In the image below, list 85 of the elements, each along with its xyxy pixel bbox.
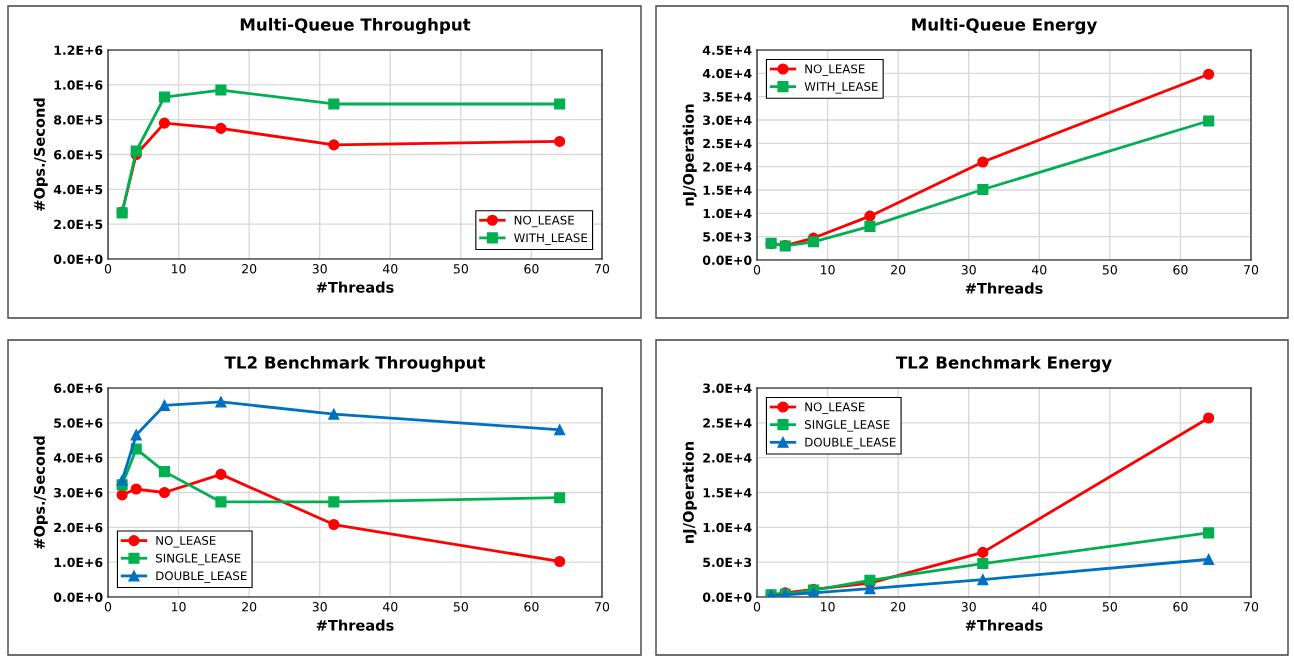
- y-tick-label: 5.0E+3: [703, 232, 752, 242]
- y-axis-title: #Ops./Second: [33, 436, 48, 549]
- chart-title: Multi-Queue Energy: [912, 17, 1098, 35]
- x-tick-label: 40: [382, 264, 398, 274]
- y-tick-label: 0.0E+0: [702, 592, 752, 602]
- y-axis-title: nJ/Operation: [682, 104, 697, 206]
- y-tick-label: 1.0E+6: [54, 557, 103, 568]
- y-tick-label: 3.0E+4: [703, 383, 752, 393]
- chart-title: TL2 Benchmark Energy: [895, 355, 1112, 373]
- x-tick-label: 70: [595, 264, 610, 274]
- x-tick-label: 50: [453, 264, 468, 274]
- y-tick-label: 4.5E+4: [702, 45, 752, 55]
- y-tick-label: 4.0E+4: [702, 68, 752, 79]
- chart-title: TL2 Benchmark Throughput: [224, 355, 486, 373]
- y-axis-title: nJ/Operation: [682, 442, 697, 543]
- y-tick-label: 6.0E+5: [54, 149, 103, 160]
- x-tick-label: 40: [1031, 602, 1047, 612]
- x-tick-label: 40: [1031, 265, 1047, 275]
- y-tick-label: 3.5E+4: [703, 92, 752, 102]
- y-tick-label: 2.0E+4: [703, 162, 752, 172]
- x-axis-title: #Threads: [316, 619, 394, 631]
- y-tick-label: 0.0E+0: [53, 592, 103, 602]
- y-tick-label: 1.0E+4: [703, 522, 752, 533]
- x-tick-label: 60: [524, 602, 539, 612]
- y-tick-label: 1.0E+4: [703, 208, 752, 219]
- y-tick-label: 3.0E+4: [703, 115, 752, 125]
- y-tick-label: 2.5E+4: [703, 138, 752, 149]
- chart-title: Multi-Queue Throughput: [240, 17, 471, 35]
- y-tick-label: 5.0E+3: [703, 557, 752, 568]
- y-tick-label: 1.5E+4: [703, 185, 752, 195]
- legend-label: WITH_LEASE: [514, 233, 588, 245]
- y-axis-title: #Ops./Second: [33, 98, 48, 211]
- x-tick-label: 0: [104, 602, 112, 612]
- legend-label: NO_LEASE: [514, 215, 574, 228]
- x-tick-label: 50: [1102, 265, 1117, 275]
- y-tick-label: 1.0E+6: [54, 80, 103, 90]
- x-tick-label: 50: [1102, 602, 1117, 612]
- x-tick-label: 70: [1244, 265, 1259, 275]
- x-tick-label: 10: [171, 264, 186, 274]
- y-tick-label: 4.0E+6: [53, 453, 103, 463]
- legend-label: NO_LEASE: [156, 535, 216, 548]
- y-tick-label: 6.0E+6: [54, 383, 103, 393]
- y-tick-label: 0.0E+0: [702, 255, 752, 265]
- x-axis-title: #Threads: [965, 282, 1043, 294]
- legend-label: SINGLE_LEASE: [156, 553, 241, 566]
- x-tick-label: 40: [382, 602, 398, 612]
- x-tick-label: 60: [1173, 265, 1188, 275]
- legend-label: WITH_LEASE: [804, 82, 878, 94]
- y-tick-label: 2.0E+6: [54, 522, 103, 533]
- x-tick-label: 30: [961, 265, 976, 275]
- x-axis-title: #Threads: [316, 281, 394, 293]
- y-tick-label: 4.0E+5: [53, 184, 103, 195]
- x-tick-label: 20: [891, 602, 906, 612]
- x-tick-label: 20: [242, 602, 257, 612]
- x-tick-label: 70: [595, 602, 610, 612]
- x-tick-label: 60: [1173, 602, 1188, 612]
- x-tick-label: 50: [453, 602, 468, 612]
- y-tick-label: 1.2E+6: [54, 45, 103, 55]
- x-tick-label: 0: [104, 264, 112, 274]
- x-tick-label: 10: [820, 265, 835, 275]
- x-tick-label: 30: [312, 602, 327, 612]
- x-tick-label: 60: [524, 264, 539, 274]
- x-tick-label: 0: [753, 602, 761, 612]
- x-tick-label: 10: [820, 602, 835, 612]
- legend-label: NO_LEASE: [805, 64, 865, 76]
- legend-label: NO_LEASE: [805, 402, 865, 414]
- legend-label: DOUBLE_LEASE: [805, 437, 896, 450]
- x-tick-label: 70: [1244, 602, 1259, 612]
- x-tick-label: 30: [312, 264, 327, 274]
- x-tick-label: 0: [753, 265, 761, 275]
- x-axis-title: #Threads: [965, 619, 1043, 631]
- y-tick-label: 1.5E+4: [703, 488, 752, 498]
- y-tick-label: 2.0E+4: [703, 453, 752, 463]
- y-tick-label: 2.5E+4: [703, 418, 752, 428]
- y-tick-label: 5.0E+6: [54, 418, 103, 428]
- x-tick-label: 30: [961, 602, 976, 612]
- y-tick-label: 3.0E+6: [54, 487, 103, 498]
- x-tick-label: 20: [891, 265, 906, 275]
- x-tick-label: 10: [171, 602, 186, 612]
- y-tick-label: 8.0E+5: [54, 115, 103, 125]
- x-tick-label: 20: [242, 264, 257, 274]
- y-tick-label: 2.0E+5: [54, 219, 103, 230]
- legend-label: DOUBLE_LEASE: [156, 571, 247, 583]
- legend-label: SINGLE_LEASE: [805, 420, 890, 432]
- y-tick-label: 0.0E+0: [53, 254, 103, 264]
